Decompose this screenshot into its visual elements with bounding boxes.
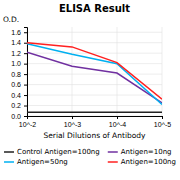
- y-tick: 1.4: [11, 39, 27, 46]
- y-tick-mark: [24, 95, 27, 96]
- y-tick-mark: [24, 43, 27, 44]
- y-tick-mark: [24, 74, 27, 75]
- x-tick-mark: [162, 116, 163, 119]
- y-tick-mark: [24, 106, 27, 107]
- y-tick: 1.2: [11, 50, 27, 57]
- x-tick: 10^-4: [109, 116, 126, 128]
- y-tick: 1.0: [11, 60, 27, 67]
- title: ELISA Result: [59, 3, 130, 14]
- y-tick-label: 0.6: [11, 81, 21, 88]
- y-tick: 0.6: [11, 81, 27, 88]
- grid-line: [27, 95, 162, 96]
- y-tick-label: 1.6: [11, 29, 21, 36]
- y-tick-label: 0.8: [11, 71, 21, 78]
- chart: ELISA Result10^-210^-310^-410^-50.00.20.…: [0, 0, 180, 180]
- grid-line: [27, 105, 162, 106]
- grid-line: [72, 27, 73, 116]
- legend-swatch: [4, 151, 14, 153]
- grid-line: [27, 53, 162, 54]
- grid-line: [117, 27, 118, 116]
- x-axis-title: Serial Dilutions of Antibody: [43, 131, 146, 140]
- legend-label: Antigen=10ng: [121, 148, 172, 156]
- y-tick-label: 1.2: [11, 50, 21, 57]
- y-tick-label: 0.4: [11, 92, 21, 99]
- legend-swatch: [4, 161, 14, 163]
- x-tick-mark: [117, 116, 118, 119]
- x-tick-label: 10^-3: [64, 121, 81, 128]
- legend-swatch: [108, 151, 118, 153]
- x-tick: 10^-2: [19, 116, 36, 128]
- y-tick-mark: [24, 64, 27, 65]
- x-tick-label: 10^-2: [19, 121, 36, 128]
- plot-area: [27, 43, 162, 113]
- y-tick-label: 1.4: [11, 39, 21, 46]
- series-line: [27, 52, 162, 103]
- y-tick-mark: [24, 85, 27, 86]
- legend-item: Control Antigen=100ng: [4, 148, 100, 156]
- legend-label: Control Antigen=100ng: [17, 148, 100, 156]
- y-tick: 0.8: [11, 71, 27, 78]
- y-axis: 0.0 0.2 0.4 0.6 0.8 1.0 1.2 1.4 1.6: [11, 28, 27, 120]
- legend-label: Antigen=50ng: [17, 158, 68, 166]
- y-tick-mark: [24, 53, 27, 54]
- x-tick-label: 10^-4: [109, 121, 126, 128]
- y-axis-title: O.D.: [3, 15, 19, 24]
- x-axis: 10^-2 10^-3 10^-4 10^-5: [19, 116, 171, 128]
- legend-label: Antigen=100ng: [121, 158, 176, 166]
- y-axis-line: [24, 28, 28, 117]
- y-tick: 0.4: [11, 92, 27, 99]
- y-tick-mark: [24, 32, 27, 33]
- y-tick-label: 0.0: [11, 113, 21, 120]
- x-tick: 10^-3: [64, 116, 81, 128]
- x-axis-line: [28, 117, 163, 120]
- x-tick: 10^-5: [154, 116, 171, 128]
- y-tick: 1.6: [11, 29, 27, 36]
- x-tick-label: 10^-5: [154, 121, 171, 128]
- x-tick-mark: [72, 116, 73, 119]
- legend-item: Antigen=100ng: [108, 158, 176, 166]
- grid-line: [27, 32, 162, 33]
- series-line: [27, 43, 162, 100]
- grid-line: [27, 42, 162, 43]
- grid-line: [27, 74, 162, 75]
- legend-item: Antigen=10ng: [108, 148, 172, 156]
- y-tick-label: 1.0: [11, 60, 21, 67]
- y-tick: 0.0: [11, 113, 27, 120]
- series-line: [27, 112, 162, 114]
- y-tick: 0.2: [11, 102, 27, 109]
- grid: [27, 27, 162, 116]
- series-line: [27, 44, 162, 105]
- legend: Control Antigen=100ng Antigen=10ng Antigen…: [4, 148, 176, 166]
- legend-item: Antigen=50ng: [4, 158, 68, 166]
- y-tick-label: 0.2: [11, 102, 21, 109]
- y-tick-mark: [24, 116, 27, 117]
- legend-swatch: [108, 161, 118, 163]
- grid-line: [27, 63, 162, 64]
- grid-line: [27, 84, 162, 85]
